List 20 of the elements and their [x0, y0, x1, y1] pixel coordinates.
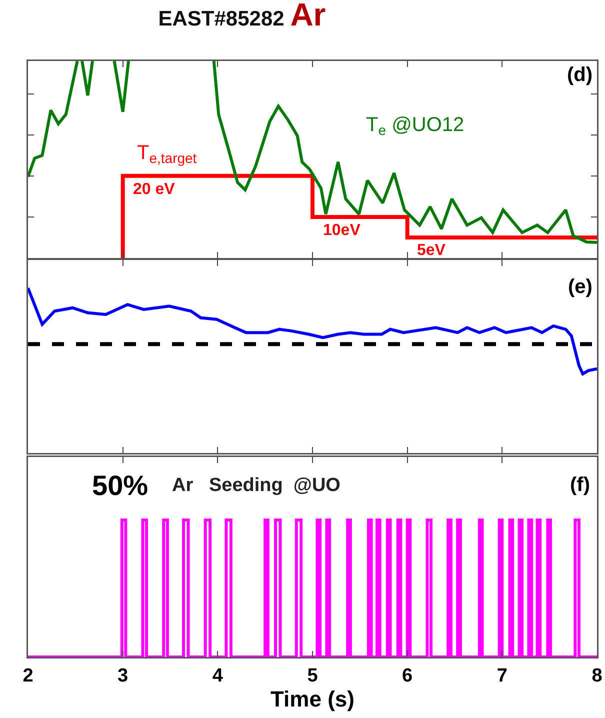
text: Ar Seeding @UO [172, 475, 340, 496]
series-label: T$_{e}$ @UO12 [366, 114, 464, 138]
data-label: 20 eV [133, 181, 176, 198]
x-tick-label: 5 [307, 665, 318, 686]
x-axis-title: Time (s) [270, 686, 354, 712]
x-tick-label: 4 [212, 665, 224, 686]
x-tick-label: 2 [22, 665, 34, 686]
chart-title: EAST#85282 [158, 8, 284, 31]
text: 50% [92, 470, 148, 501]
annotation: (e) [568, 276, 592, 298]
data-label: 10eV [323, 222, 361, 239]
x-tick-label: 8 [592, 665, 602, 686]
data-label: 5eV [417, 242, 446, 259]
chart-subtitle: Ar [290, 0, 326, 33]
x-tick-label: 6 [402, 665, 413, 686]
x-tick-label: 3 [118, 665, 128, 686]
text: (f) [570, 474, 590, 496]
series-label: T$_{e,target}$ [137, 142, 197, 166]
x-tick-label: 7 [496, 665, 508, 686]
annotation: (d) [567, 64, 593, 86]
